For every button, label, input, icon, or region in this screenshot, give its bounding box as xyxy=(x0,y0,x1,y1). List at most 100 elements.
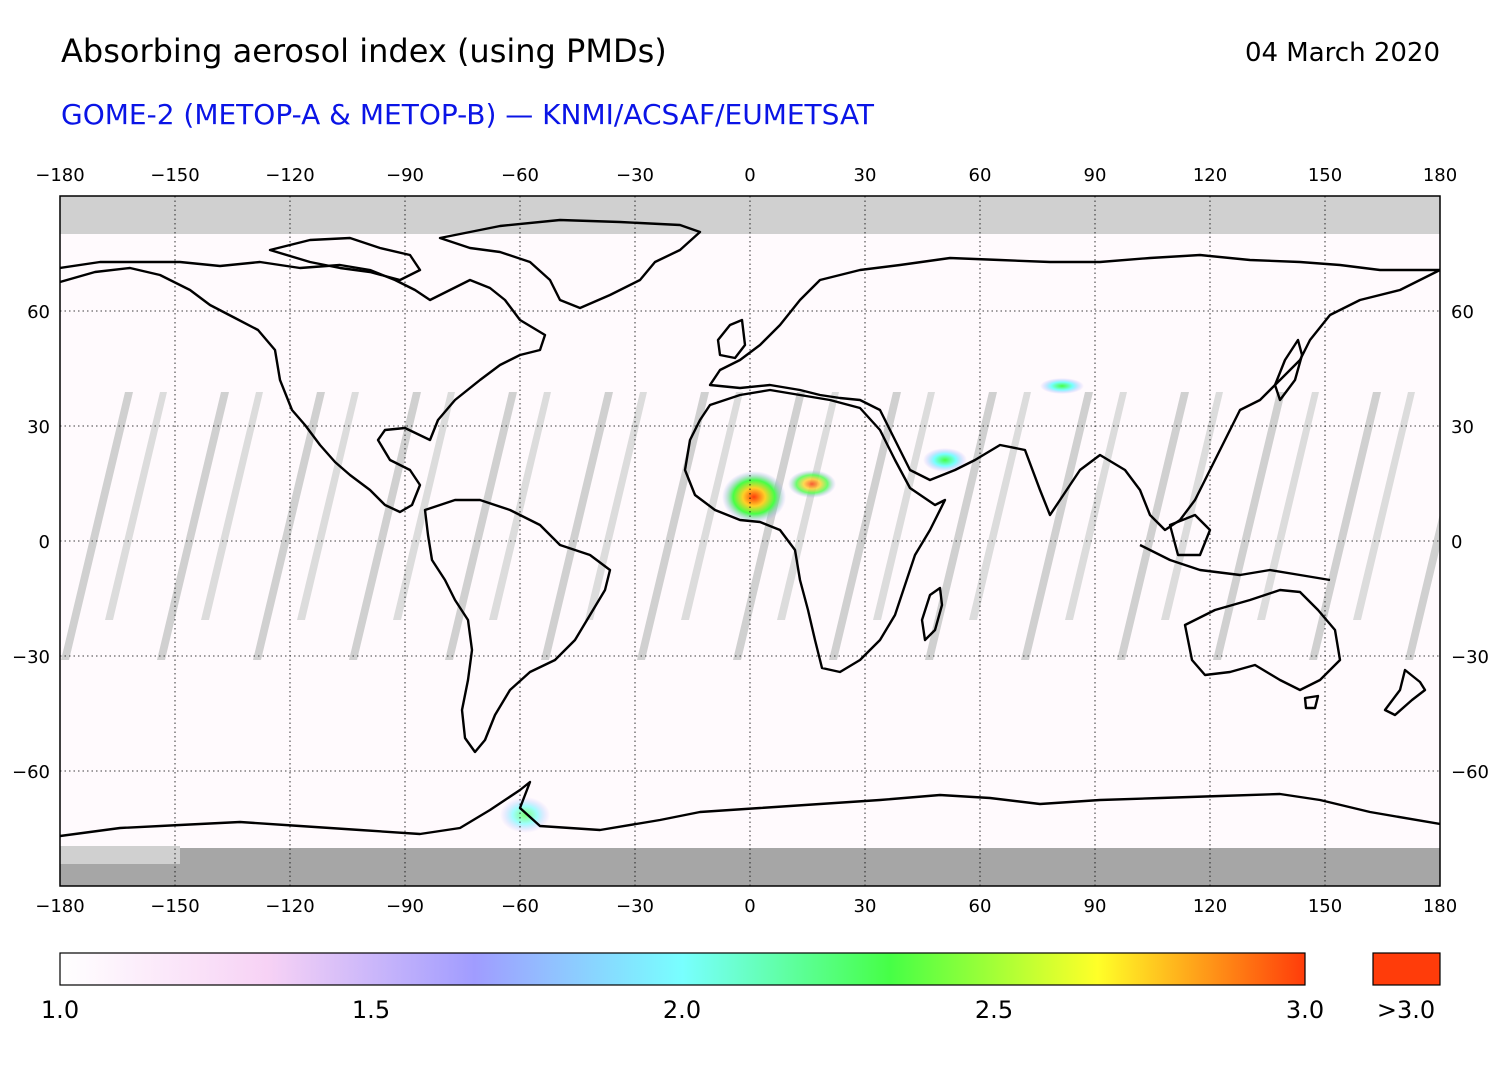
orbit-gap-stripe xyxy=(105,392,167,620)
coast-madagascar xyxy=(920,586,944,642)
colorbar-overflow-swatch xyxy=(1372,952,1441,986)
lon-tick-label: 180 xyxy=(1423,165,1457,186)
lat-tick-label: 60 xyxy=(1451,302,1474,323)
orbit-gap-stripe xyxy=(253,392,325,660)
lon-tick-label: −120 xyxy=(265,896,314,917)
aerosol-hotspot-west-africa xyxy=(722,471,786,523)
lon-tick-label: 150 xyxy=(1308,165,1342,186)
coast-british-isles xyxy=(716,318,747,360)
orbit-gap-stripe xyxy=(925,392,997,660)
lon-tick-label: −180 xyxy=(35,896,84,917)
coast-eurasia xyxy=(708,253,1440,532)
coast-south-america xyxy=(423,498,612,754)
coast-borneo xyxy=(1168,513,1212,557)
south-no-data-patch xyxy=(60,846,180,864)
lon-tick-label: −180 xyxy=(35,165,84,186)
lon-tick-label: −90 xyxy=(386,896,424,917)
lon-tick-label: 120 xyxy=(1193,165,1227,186)
lat-tick-label: −60 xyxy=(1451,762,1489,783)
coast-indonesia xyxy=(1139,543,1331,582)
lat-tick-label: −60 xyxy=(12,762,50,783)
colorbar-label-1-5: 1.5 xyxy=(351,996,391,1024)
lon-tick-labels-top: −180 −150 −120 −90 −60 −30 0 30 60 90 120 150 180 xyxy=(35,165,1457,186)
orbit-gap-stripe xyxy=(1257,392,1319,620)
aerosol-hotspot-antarctic xyxy=(500,797,550,833)
lon-tick-label: 30 xyxy=(854,896,877,917)
orbit-gap-stripe xyxy=(393,392,455,620)
lon-tick-label: −150 xyxy=(150,896,199,917)
colorbar-label-3-0: 3.0 xyxy=(1285,996,1325,1024)
coast-australia xyxy=(1183,588,1342,692)
lon-tick-label: 90 xyxy=(1084,165,1107,186)
orbit-gap-stripe xyxy=(1353,392,1415,620)
lon-tick-label: −60 xyxy=(501,165,539,186)
colorbar-label-2-0: 2.0 xyxy=(662,996,702,1024)
lat-tick-label: 0 xyxy=(1451,532,1462,553)
lon-tick-label: 60 xyxy=(969,165,992,186)
orbit-gap-stripe xyxy=(681,392,743,620)
lon-tick-label: 0 xyxy=(744,165,755,186)
map-date: 04 March 2020 xyxy=(1244,38,1440,68)
orbit-gap-stripe xyxy=(349,392,421,660)
aerosol-hotspot-chad xyxy=(788,470,836,498)
lat-tick-label: 0 xyxy=(39,532,50,553)
lat-tick-label: 60 xyxy=(27,302,50,323)
lat-tick-labels-right: 60 30 0 −30 −60 xyxy=(1451,302,1489,783)
coast-north-america xyxy=(60,260,547,514)
colorbar-label-overflow: >3.0 xyxy=(1376,996,1436,1024)
coast-antarctica xyxy=(60,780,1440,838)
lon-tick-label: −150 xyxy=(150,165,199,186)
orbit-gap-stripe xyxy=(873,392,935,620)
aerosol-hotspot-central-asia xyxy=(1040,378,1084,394)
lon-tick-label: −60 xyxy=(501,896,539,917)
orbit-gap-stripe xyxy=(1117,392,1189,660)
lon-tick-label: 90 xyxy=(1084,896,1107,917)
lon-tick-label: −120 xyxy=(265,165,314,186)
lat-tick-label: 30 xyxy=(27,417,50,438)
orbit-gap-stripe xyxy=(777,392,839,620)
coast-greenland xyxy=(438,218,702,310)
coastlines xyxy=(60,218,1440,838)
coast-arctic-islands xyxy=(268,236,422,282)
lon-tick-label: 150 xyxy=(1308,896,1342,917)
lon-tick-labels-bottom: −180 −150 −120 −90 −60 −30 0 30 60 90 120 150 180 xyxy=(35,896,1457,917)
coast-tasmania xyxy=(1303,694,1320,710)
lon-tick-label: 120 xyxy=(1193,896,1227,917)
map-subtitle: GOME-2 (METOP-A & METOP-B) — KNMI/ACSAF/… xyxy=(61,98,875,131)
lon-tick-label: −30 xyxy=(616,165,654,186)
orbit-gap-stripe xyxy=(1021,392,1093,660)
graticule xyxy=(60,196,1440,886)
orbit-gap-stripe xyxy=(297,392,359,620)
coast-new-zealand xyxy=(1383,668,1427,717)
aerosol-hotspot-arabia xyxy=(923,448,967,472)
orbit-gap-stripe xyxy=(1309,392,1381,660)
orbit-gap-stripe xyxy=(445,392,517,660)
orbit-gap-stripe xyxy=(489,392,551,620)
orbit-gap-stripe xyxy=(61,392,133,660)
lon-tick-label: 60 xyxy=(969,896,992,917)
lat-tick-label: −30 xyxy=(1451,647,1489,668)
lat-tick-labels-left: 60 30 0 −30 −60 xyxy=(12,302,50,783)
coast-africa xyxy=(683,388,947,674)
lat-tick-label: 30 xyxy=(1451,417,1474,438)
orbit-gap-stripe xyxy=(541,392,613,660)
map-title: Absorbing aerosol index (using PMDs) xyxy=(61,32,667,70)
orbit-gaps xyxy=(61,392,1440,660)
colorbar-label-2-5: 2.5 xyxy=(974,996,1014,1024)
lon-tick-label: 0 xyxy=(744,896,755,917)
map-frame xyxy=(59,195,1441,887)
colorbar xyxy=(59,952,1306,986)
orbit-gap-stripe xyxy=(1405,513,1440,660)
lon-tick-label: 30 xyxy=(854,165,877,186)
colorbar-label-1-0: 1.0 xyxy=(40,996,80,1024)
lat-tick-label: −30 xyxy=(12,647,50,668)
orbit-gap-stripe xyxy=(201,392,263,620)
lon-tick-label: −90 xyxy=(386,165,424,186)
lon-tick-label: −30 xyxy=(616,896,654,917)
orbit-gap-stripe xyxy=(1065,392,1127,620)
orbit-gap-stripe xyxy=(1213,392,1285,660)
orbit-gap-stripe xyxy=(637,392,709,660)
coast-japan xyxy=(1273,338,1304,402)
lon-tick-label: 180 xyxy=(1423,896,1457,917)
